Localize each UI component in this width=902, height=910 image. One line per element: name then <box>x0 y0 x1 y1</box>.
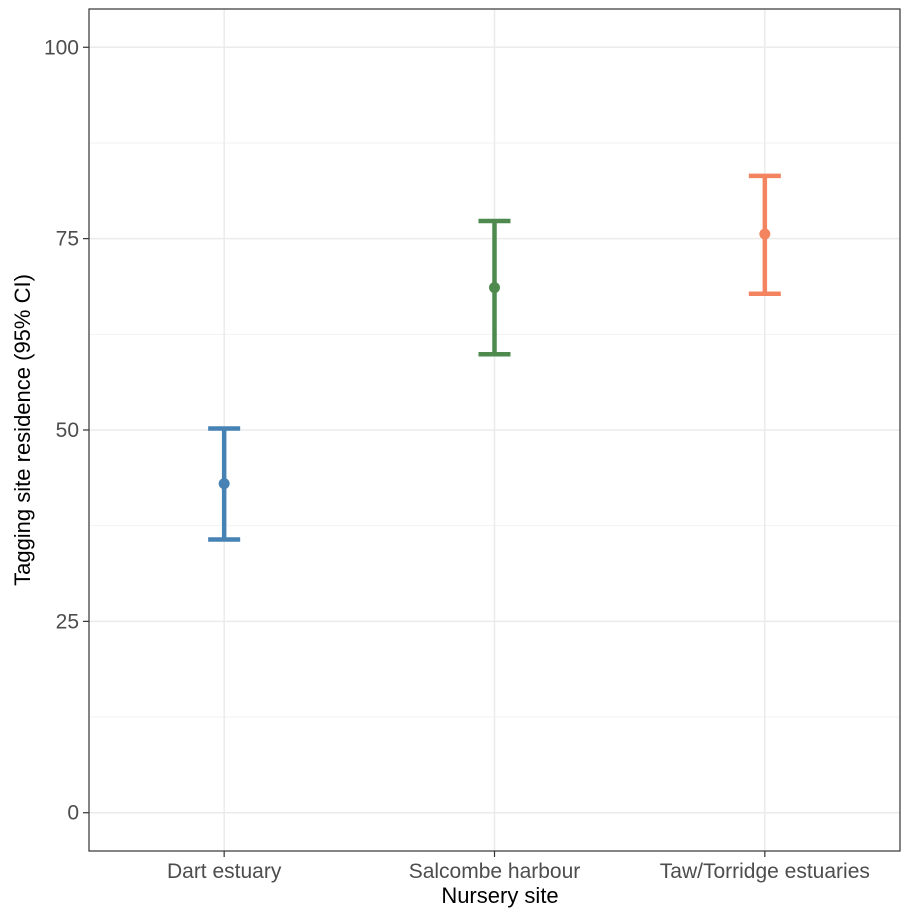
point-estimate <box>489 282 500 294</box>
y-tick-label: 75 <box>56 228 79 251</box>
y-tick-label: 0 <box>67 802 79 825</box>
y-tick-label: 100 <box>44 36 79 59</box>
errorbar-group <box>748 173 781 296</box>
x-axis: Dart estuary Salcombe harbour Taw/Torridge… <box>167 851 870 883</box>
point-estimate <box>218 478 230 490</box>
y-tick-label: 50 <box>56 419 79 442</box>
data-marks <box>208 173 781 542</box>
point-estimate <box>759 228 771 240</box>
plot-border <box>88 8 901 852</box>
x-tick-label: Salcombe harbour <box>409 860 581 883</box>
x-tick-label: Taw/Torridge estuaries <box>660 860 870 883</box>
x-tick-label: Dart estuary <box>167 860 282 883</box>
errorbar-group <box>208 426 241 542</box>
y-axis: 0 25 50 75 100 <box>44 36 89 825</box>
errorbar-group <box>478 218 511 357</box>
y-axis-title: Tagging site residence (95% CI) <box>10 274 35 586</box>
y-tick-label: 25 <box>56 610 79 633</box>
x-axis-title: Nursery site <box>441 883 558 908</box>
